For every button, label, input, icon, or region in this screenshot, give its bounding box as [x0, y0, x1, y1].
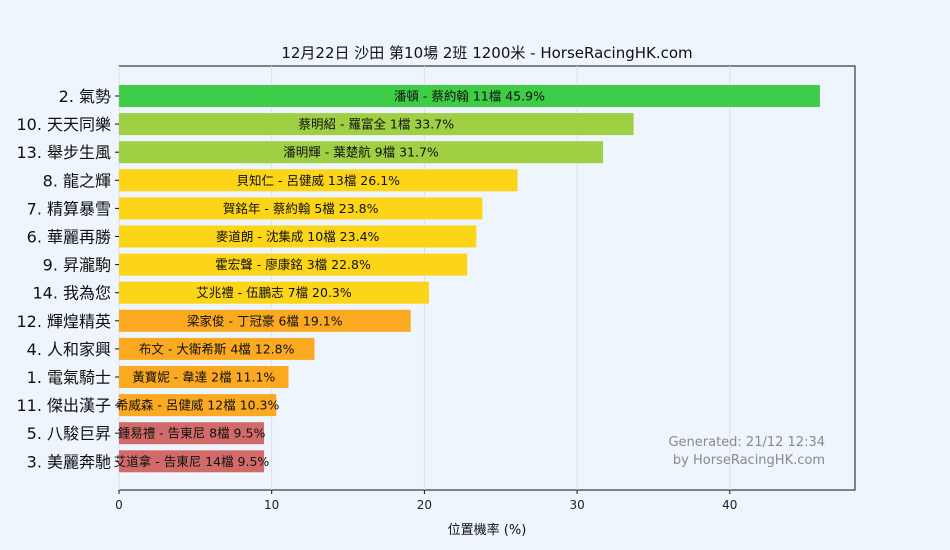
watermark-line-2: by HorseRacingHK.com: [673, 453, 825, 468]
category-label-3: 8. 龍之輝: [43, 171, 111, 190]
category-label-13: 3. 美麗奔馳: [27, 452, 111, 471]
category-label-6: 9. 昇瀧駒: [43, 256, 111, 275]
bar-7: [119, 281, 429, 304]
category-label-0: 2. 氣勢: [59, 87, 111, 106]
x-tick-label-0: 0: [115, 498, 123, 512]
bar-12: [119, 422, 265, 445]
x-tick-label-1: 10: [264, 498, 279, 512]
grid-lines: [118, 66, 731, 490]
bar-label-6: 霍宏聲 - 廖康銘 3檔 22.8%: [215, 257, 371, 272]
bar-11: [119, 394, 277, 417]
x-axis-ticks: 0 10 20 30 40: [115, 490, 737, 512]
category-label-1: 10. 天天同樂: [16, 115, 111, 134]
bar-3: [119, 169, 518, 192]
bar-label-9: 布文 - 大衛希斯 4檔 12.8%: [139, 341, 295, 356]
bar-10: [119, 366, 289, 388]
bar-label-7: 艾兆禮 - 伍鵬志 7檔 20.3%: [196, 285, 352, 300]
category-label-12: 5. 八駿巨昇: [27, 424, 111, 443]
bar-label-4: 賀銘年 - 蔡約翰 5檔 23.8%: [223, 201, 379, 216]
bar-1: [119, 113, 634, 136]
category-labels: 2. 氣勢 10. 天天同樂 13. 舉步生風 8. 龍之輝 7. 精算暴雪 6. 華麗再…: [16, 87, 119, 471]
bar-0: [119, 85, 820, 107]
bar-label-1: 蔡明紹 - 羅富全 1檔 33.7%: [299, 117, 455, 132]
bar-label-0: 潘頓 - 蔡約翰 11檔 45.9%: [394, 89, 545, 104]
bar-label-13: 艾道拿 - 告東尼 14檔 9.5%: [114, 454, 270, 469]
chart-title: 12月22日 沙田 第10場 2班 1200米 - HorseRacingHK.…: [281, 44, 692, 62]
category-label-7: 14. 我為您: [32, 284, 111, 303]
bar-13: [119, 450, 265, 473]
plot-area: [118, 65, 856, 491]
bar-label-3: 貝知仁 - 呂健威 13檔 26.1%: [237, 173, 401, 188]
bar-label-5: 麥道朗 - 沈集成 10檔 23.4%: [216, 229, 380, 244]
watermark-line-1: Generated: 21/12 12:34: [668, 435, 825, 450]
bar-label-2: 潘明輝 - 葉楚航 9檔 31.7%: [283, 145, 439, 160]
bars-group: 潘頓 - 蔡約翰 11檔 45.9% 蔡明紹 - 羅富全 1檔 33.7% 潘明輝 …: [114, 85, 820, 473]
bar-label-10: 黃寶妮 - 韋達 2檔 11.1%: [132, 370, 275, 385]
category-label-10: 1. 電氣騎士: [27, 368, 111, 387]
category-label-2: 13. 舉步生風: [16, 143, 111, 162]
category-label-8: 12. 輝煌精英: [16, 312, 111, 331]
x-tick-label-4: 40: [722, 498, 737, 512]
bar-5: [119, 225, 477, 248]
bar-4: [119, 197, 483, 220]
bar-label-8: 梁家俊 - 丁冠豪 6檔 19.1%: [187, 313, 343, 328]
bar-label-12: 鍾易禮 - 告東尼 8檔 9.5%: [118, 426, 266, 441]
x-axis-label: 位置機率 (%): [448, 522, 527, 538]
category-label-5: 6. 華麗再勝: [27, 228, 111, 247]
category-label-4: 7. 精算暴雪: [27, 199, 111, 218]
category-label-9: 4. 人和家興: [27, 340, 111, 359]
bar-8: [119, 309, 411, 332]
bar-label-11: 希威森 - 呂健威 12檔 10.3%: [116, 398, 280, 413]
bar-9: [119, 337, 315, 360]
bar-2: [119, 141, 604, 164]
x-tick-label-2: 20: [417, 498, 432, 512]
x-tick-label-3: 30: [569, 498, 584, 512]
bar-6: [119, 253, 468, 276]
category-label-11: 11. 傑出漢子: [16, 396, 111, 415]
